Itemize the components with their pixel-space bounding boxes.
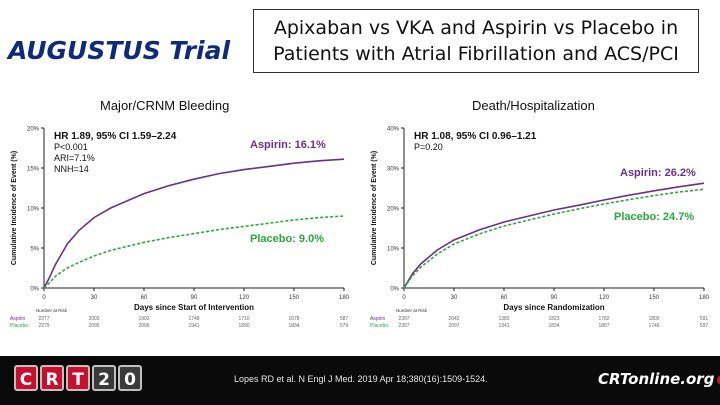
x-tick-label: 150	[649, 295, 660, 301]
x-tick-label: 120	[599, 295, 610, 301]
risk-cell: 2097	[448, 323, 459, 329]
crt20-logo: C R T 2 0	[14, 365, 142, 391]
bleeding-chart: 0% 5% 10% 15% 20% 0 30 60 90 120 150 180 Days since …	[10, 127, 350, 330]
risk-cell: 587	[340, 316, 349, 322]
logo-char: C	[14, 365, 38, 391]
y-tick-label: 10%	[27, 207, 40, 213]
logo-char: 2	[92, 365, 116, 391]
risk-cell: 1800	[648, 316, 659, 322]
risk-cell: 2095	[88, 323, 99, 329]
logo-char: 0	[118, 365, 142, 391]
risk-cell: 579	[340, 323, 349, 329]
y-tick-label: 5%	[30, 247, 39, 253]
risk-cell: 1834	[548, 323, 559, 329]
death-chart: 0% 10% 20% 30% 40% 0 30 60 90 120 150 180 Days since…	[370, 127, 710, 330]
y-tick-label: 20%	[27, 127, 40, 133]
risk-cell: 597	[700, 323, 709, 329]
risk-cell: 1710	[238, 316, 249, 322]
series-label-placebo: Placebo: 9.0%	[250, 233, 324, 245]
y-tick-label: 20%	[387, 207, 400, 213]
stats-annotation: HR 1.08, 95% CI 0.96–1.21	[414, 131, 537, 142]
stats-annotation: P<0.001	[54, 142, 88, 152]
risk-row-label: Placebo	[10, 323, 28, 329]
risk-cell: 2003	[88, 316, 99, 322]
risk-row-label: Aspirin	[10, 316, 26, 322]
subtitle-line-1: Apixaban vs VKA and Aspirin vs Placebo i…	[273, 17, 679, 39]
x-tick-label: 150	[289, 295, 300, 301]
series-label-aspirin: Aspirin: 16.1%	[250, 139, 326, 151]
risk-cell: 1782	[598, 316, 609, 322]
risk-table-header: Number at Risk	[36, 308, 68, 313]
stats-annotation: HR 1.89, 95% CI 1.59–2.24	[54, 131, 177, 142]
risk-row-label: Placebo	[370, 323, 388, 329]
risk-cell: 1383	[498, 316, 509, 322]
y-tick-label: 10%	[387, 247, 400, 253]
site-label: CRTonline.org	[598, 370, 715, 388]
risk-cell: 1941	[188, 323, 199, 329]
x-tick-label: 90	[551, 295, 558, 301]
risk-cell: 1834	[288, 323, 299, 329]
risk-cell: 1890	[238, 323, 249, 329]
page-title: AUGUSTUS Trial	[8, 36, 231, 65]
y-tick-label: 0%	[30, 287, 39, 293]
risk-cell: 591	[700, 316, 709, 322]
x-axis-label: Days since Start of Intervention	[134, 303, 254, 312]
risk-cell: 2279	[38, 323, 49, 329]
stats-annotation: ARI=7.1%	[54, 153, 95, 163]
x-tick-label: 0	[402, 295, 406, 301]
risk-cell: 2307	[398, 316, 409, 322]
crtonline-link[interactable]: CRTonline.org	[598, 370, 720, 388]
x-tick-label: 90	[191, 295, 198, 301]
x-tick-label: 180	[339, 295, 350, 301]
risk-table-header: Number at Risk	[396, 308, 428, 313]
x-tick-label: 120	[239, 295, 250, 301]
x-tick-label: 60	[141, 295, 148, 301]
citation: Lopes RD et al. N Engl J Med. 2019 Apr 1…	[234, 374, 488, 384]
x-tick-label: 180	[699, 295, 710, 301]
x-tick-label: 0	[42, 295, 46, 301]
y-tick-label: 30%	[387, 167, 400, 173]
x-tick-label: 30	[451, 295, 458, 301]
y-axis-label: Cumulative Incidence of Event (%)	[11, 151, 18, 265]
series-line-aspirin	[403, 182, 705, 289]
subtitle-line-2: Patients with Atrial Fibrillation and AC…	[273, 43, 679, 65]
risk-cell: 1341	[498, 323, 509, 329]
logo-char: T	[66, 365, 90, 391]
risk-cell: 1748	[188, 316, 199, 322]
series-line-placebo	[43, 215, 345, 289]
series-label-aspirin: Aspirin: 26.2%	[620, 167, 696, 179]
risk-cell: 1902	[138, 316, 149, 322]
series-line-placebo	[403, 188, 705, 289]
logo-char: R	[40, 365, 64, 391]
risk-cell: 1746	[648, 323, 659, 329]
stats-annotation: P=0.20	[414, 142, 443, 152]
risk-cell: 2277	[38, 316, 49, 322]
risk-cell: 1823	[548, 316, 559, 322]
risk-cell: 2307	[398, 323, 409, 329]
y-axis-label: Cumulative Incidence of Event (%)	[371, 151, 378, 265]
risk-cell: 1807	[598, 323, 609, 329]
y-tick-label: 0%	[390, 287, 399, 293]
x-tick-label: 60	[501, 295, 508, 301]
risk-cell: 1678	[288, 316, 299, 322]
risk-row-label: Aspirin	[370, 316, 386, 322]
globe-icon	[717, 374, 720, 385]
death-panel-heading: Death/Hospitalization	[472, 98, 595, 113]
bleeding-panel-heading: Major/CRNM Bleeding	[100, 98, 230, 113]
stats-annotation: NNH=14	[54, 164, 89, 174]
series-line-aspirin	[43, 158, 345, 289]
x-tick-label: 30	[91, 295, 98, 301]
risk-cell: 2006	[138, 323, 149, 329]
risk-cell: 2042	[448, 316, 459, 322]
y-tick-label: 15%	[27, 167, 40, 173]
series-label-placebo: Placebo: 24.7%	[614, 211, 694, 223]
x-axis-label: Days since Randomization	[503, 303, 604, 312]
subtitle-box: Apixaban vs VKA and Aspirin vs Placebo i…	[253, 9, 699, 73]
footer-bar: C R T 2 0 Lopes RD et al. N Engl J Med. …	[0, 356, 720, 405]
y-tick-label: 40%	[387, 127, 400, 133]
